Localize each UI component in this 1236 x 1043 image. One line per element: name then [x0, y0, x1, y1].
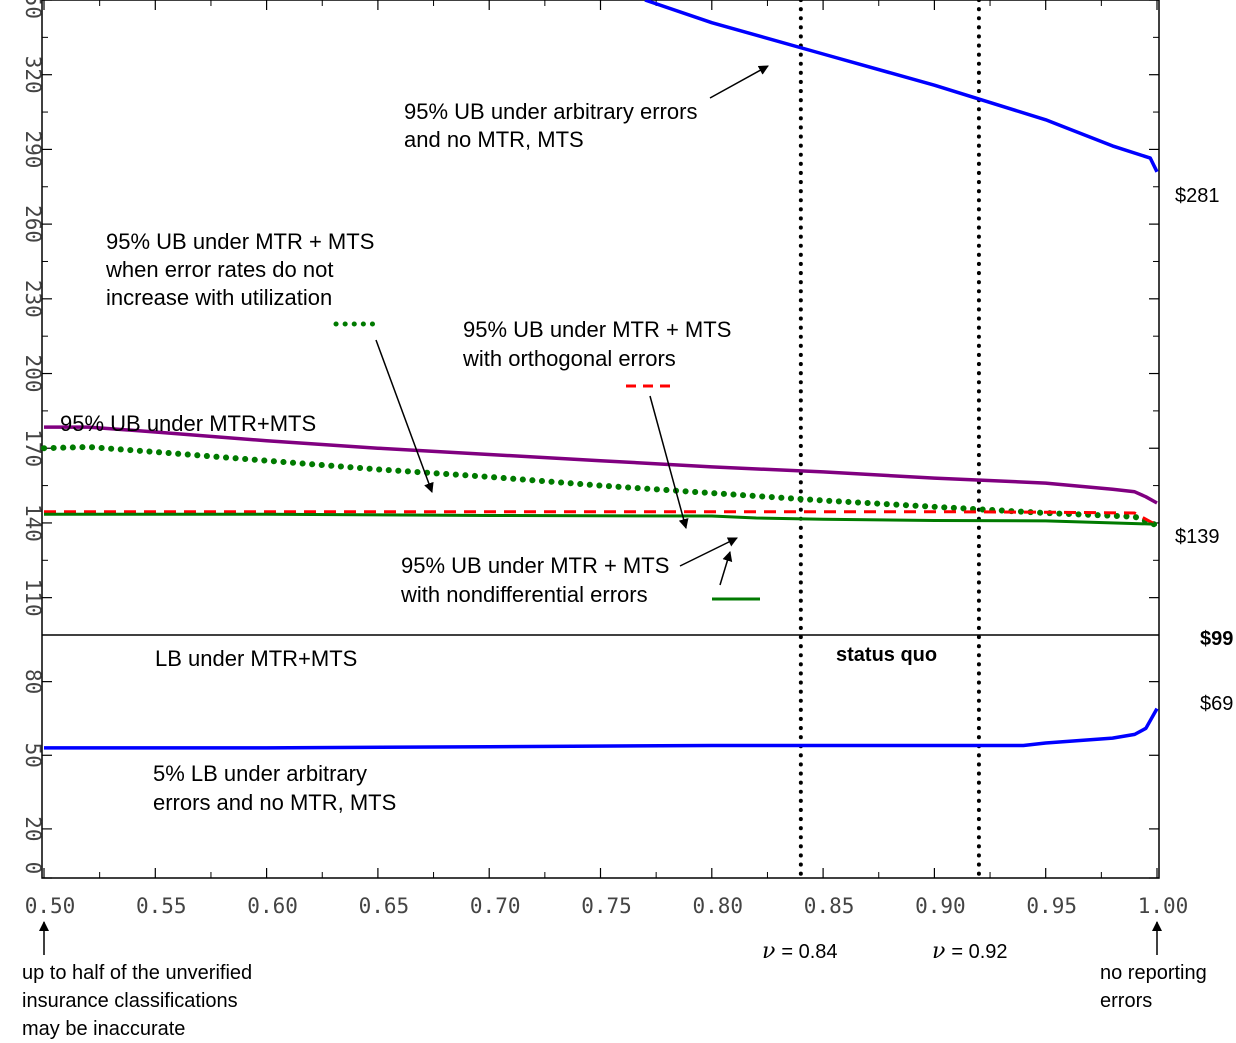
- label-ub-arbitrary: 95% UB under arbitrary errors and no MTR…: [404, 99, 704, 152]
- nu-symbol-1: ν: [762, 939, 775, 964]
- label-ub-nonincreasing-line1: 95% UB under MTR + MTS: [106, 229, 374, 254]
- right-label-99: $99: [1200, 628, 1233, 650]
- nu-symbol-2: ν: [932, 939, 945, 964]
- nu-092-value: = 0.92: [951, 941, 1007, 963]
- arrow-ub-orthogonal: [649, 395, 689, 529]
- label-nu-092: ν = 0.92: [932, 939, 1008, 964]
- label-ub-nonincreasing-line3: increase with utilization: [106, 285, 332, 310]
- right-label-69: $69: [1200, 693, 1233, 715]
- x-tick-label: 0.95: [1026, 894, 1077, 918]
- label-ub-arbitrary-line1: 95% UB under arbitrary errors: [404, 99, 697, 124]
- label-ub-nondifferential-line2: with nondifferential errors: [400, 582, 648, 607]
- series-layer: [41, 0, 1160, 750]
- y-tick-label-lower: 50: [21, 743, 45, 768]
- right-label-139: $139: [1175, 526, 1220, 548]
- arrow-ub-nondifferential-right: [719, 551, 733, 586]
- label-lb-arbitrary: 5% LB under arbitrary errors and no MTR,…: [153, 761, 396, 815]
- label-ub-nondifferential-line1: 95% UB under MTR + MTS: [401, 553, 669, 578]
- label-ub-orthogonal-line1: 95% UB under MTR + MTS: [463, 317, 731, 342]
- x-tick-label: 0.50: [25, 894, 76, 918]
- ticks-layer: 0.50 0.55 0.60 0.65 0.70 0.75 0.80 0.85 0.90 0.95…: [21, 0, 1188, 918]
- right-note-line2: errors: [1100, 990, 1152, 1012]
- x-tick-label: 0.55: [136, 894, 187, 918]
- label-ub-nonincreasing-line2: when error rates do not: [105, 257, 333, 282]
- y-tick-label: 230: [21, 280, 45, 318]
- x-tick-label: 0.85: [804, 894, 855, 918]
- x-tick-label: 0.65: [359, 894, 410, 918]
- y-tick-label: 320: [21, 56, 45, 94]
- x-tick-label: 0.60: [247, 894, 298, 918]
- left-note: up to half of the unverified insurance c…: [22, 962, 258, 1040]
- label-nu-084: ν = 0.84: [762, 939, 838, 964]
- y-tick-label-lower: 20: [21, 816, 45, 841]
- label-ub-nonincreasing: 95% UB under MTR + MTS when error rates …: [105, 229, 381, 310]
- reference-lines: [798, 0, 981, 880]
- y-tick-label-lower: 0: [21, 862, 45, 875]
- series-ub_nondifferential: [44, 512, 1158, 526]
- series-ub_arbitrary: [644, 0, 1159, 173]
- y-tick-label: 140: [21, 504, 45, 542]
- arrow-ub-nonincreasing: [375, 339, 434, 493]
- x-tick-label: 0.75: [581, 894, 632, 918]
- x-tick-label: 0.80: [693, 894, 744, 918]
- series-lb_arbitrary: [44, 707, 1159, 750]
- label-lb-arbitrary-line1: 5% LB under arbitrary: [153, 761, 367, 786]
- left-note-line3: may be inaccurate: [22, 1018, 185, 1040]
- x-tick-label: 0.90: [915, 894, 966, 918]
- label-lb-arbitrary-line2: errors and no MTR, MTS: [153, 790, 396, 815]
- left-note-line2: insurance classifications: [22, 990, 238, 1012]
- arrow-ub-arbitrary: [709, 65, 769, 99]
- label-ub-mtr-mts: 95% UB under MTR+MTS: [60, 411, 316, 436]
- arrow-ub-nondifferential-left: [679, 537, 738, 567]
- left-note-line1: up to half of the unverified: [22, 962, 252, 984]
- label-lb-mtr-mts: LB under MTR+MTS: [155, 646, 357, 671]
- y-tick-label: 110: [21, 579, 45, 617]
- x-tick-label: 0.70: [470, 894, 521, 918]
- right-label-281: $281: [1175, 185, 1220, 207]
- series-ub_nonincreasing: [41, 444, 1160, 529]
- label-ub-orthogonal-line2: with orthogonal errors: [462, 346, 676, 371]
- label-ub-arbitrary-line2: and no MTR, MTS: [404, 127, 584, 152]
- right-note: no reporting errors: [1100, 962, 1212, 1012]
- right-note-line1: no reporting: [1100, 962, 1207, 984]
- label-ub-nondifferential: 95% UB under MTR + MTS with nondifferent…: [400, 553, 676, 607]
- y-tick-label: 290: [21, 130, 45, 168]
- y-tick-label: 260: [21, 205, 45, 243]
- label-status-quo: status quo: [836, 644, 937, 666]
- x-tick-label: 1.00: [1138, 894, 1189, 918]
- y-tick-label-lower: 80: [21, 669, 45, 694]
- y-tick-label: 200: [21, 355, 45, 393]
- series-ub_mtr_mts: [44, 425, 1158, 505]
- label-ub-orthogonal: 95% UB under MTR + MTS with orthogonal e…: [462, 317, 738, 371]
- nu-084-value: = 0.84: [781, 941, 837, 963]
- y-tick-label: 350: [21, 0, 45, 19]
